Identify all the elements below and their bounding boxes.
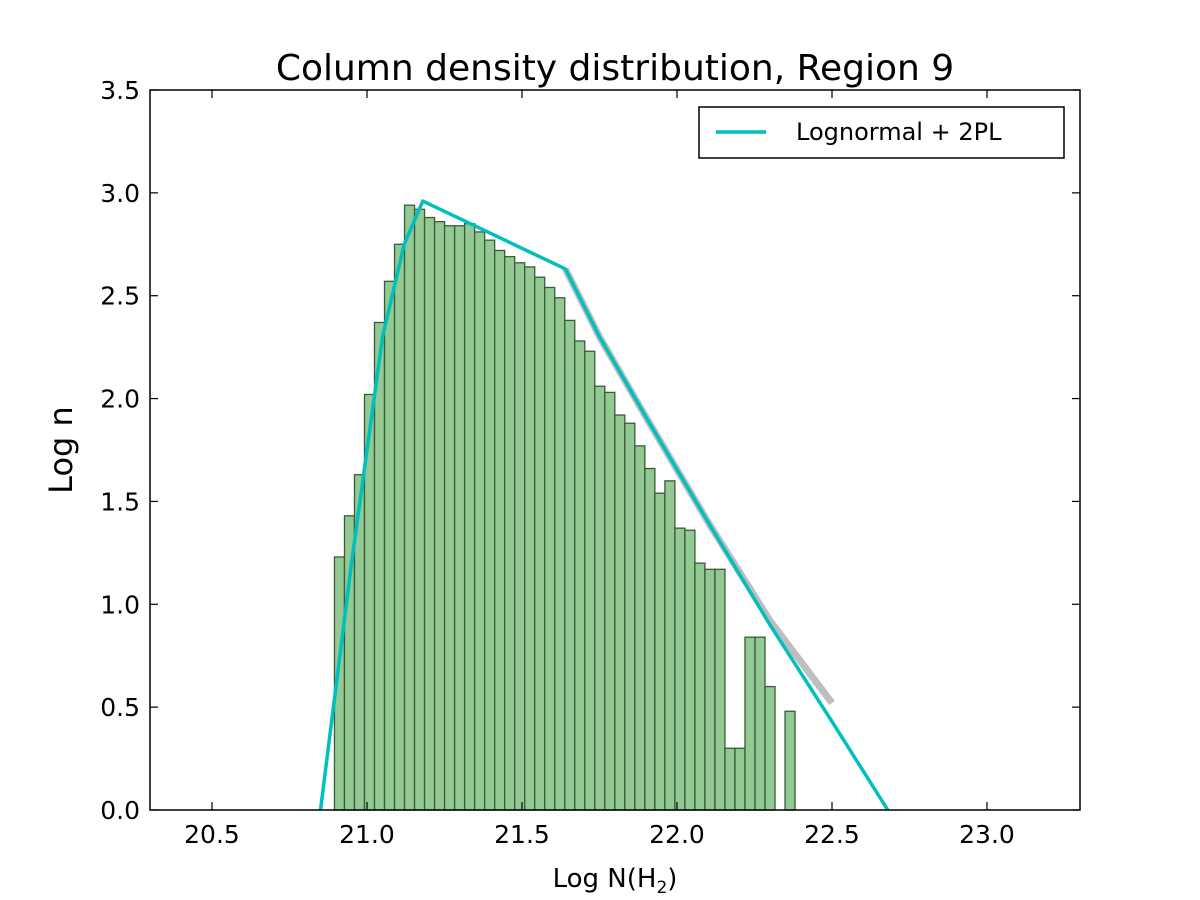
x-tick-label: 22.5: [804, 820, 860, 849]
histogram-bar: [704, 568, 716, 811]
histogram-bar: [544, 286, 556, 811]
histogram-bar: [443, 225, 456, 811]
histogram-bar: [473, 231, 486, 811]
x-tick-label: 21.5: [494, 820, 550, 849]
histogram-bar: [564, 319, 576, 811]
histogram-bar: [744, 636, 756, 811]
fit-line-series: [318, 199, 890, 811]
y-tick-label: 3.5: [100, 76, 140, 105]
histogram-bars: [333, 204, 796, 811]
legend: Lognormal + 2PL: [698, 106, 1065, 159]
histogram-bar: [694, 562, 706, 811]
histogram-bar: [413, 208, 426, 811]
histogram-bar: [764, 685, 776, 811]
histogram-bar: [734, 747, 746, 811]
histogram-bar: [403, 204, 416, 811]
histogram-bar: [433, 221, 446, 811]
y-axis-label: Log n: [42, 406, 80, 494]
fit-lines: [318, 199, 890, 811]
histogram-bar: [554, 297, 566, 811]
histogram-bar: [514, 262, 526, 811]
y-tick-label: 1.5: [100, 487, 140, 516]
x-tick-label: 23.0: [959, 820, 1015, 849]
histogram-bar: [383, 280, 396, 811]
histogram-bar: [584, 350, 596, 811]
histogram-bar: [624, 422, 636, 811]
histogram-bar: [524, 266, 536, 811]
legend-label: Lognormal + 2PL: [796, 118, 1002, 146]
histogram-bar: [714, 568, 726, 811]
histogram-bar: [393, 243, 406, 811]
histogram-bar: [634, 445, 646, 811]
x-axis-label: Log N(H2): [553, 864, 678, 898]
histogram-bar: [483, 239, 496, 811]
histogram-bar: [664, 480, 676, 811]
histogram-bar: [684, 529, 696, 811]
histogram-bar: [453, 225, 466, 811]
histogram-bar: [614, 414, 626, 811]
histogram-bar: [594, 385, 606, 811]
histogram-bar: [784, 710, 796, 811]
y-tick-label: 2.0: [100, 385, 140, 414]
histogram-bar: [604, 391, 616, 811]
x-axis-label-close: ): [667, 864, 677, 894]
histogram-bar: [724, 747, 736, 811]
y-tick-label: 0.5: [100, 693, 140, 722]
y-tick-label: 0.0: [100, 796, 140, 825]
histogram-bar: [494, 249, 506, 811]
x-axis-label-subscript: 2: [656, 878, 667, 898]
histogram-bar: [644, 467, 656, 811]
x-tick-label: 22.0: [649, 820, 705, 849]
plot-frame: [149, 89, 1081, 811]
axis-ticks: 20.5 21.0 21.5 22.0 22.5 23.0 0.0 0.5 1.0 1.5 2.0 2…: [100, 76, 1080, 849]
histogram-bar: [674, 527, 686, 811]
y-tick-label: 2.5: [100, 282, 140, 311]
histogram-bar: [754, 636, 766, 811]
histogram-bar: [654, 492, 666, 811]
x-tick-label: 21.0: [339, 820, 395, 849]
histogram-bar: [574, 340, 586, 811]
y-tick-label: 3.0: [100, 179, 140, 208]
x-axis-label-main: Log N(H: [553, 864, 657, 894]
histogram-bar: [504, 255, 516, 811]
x-tick-label: 20.5: [184, 820, 240, 849]
chart-title: Column density distribution, Region 9: [276, 48, 954, 89]
histogram-bar: [423, 216, 436, 811]
histogram-bar: [534, 276, 546, 811]
y-tick-label: 1.0: [100, 590, 140, 619]
histogram-bar: [463, 223, 476, 811]
